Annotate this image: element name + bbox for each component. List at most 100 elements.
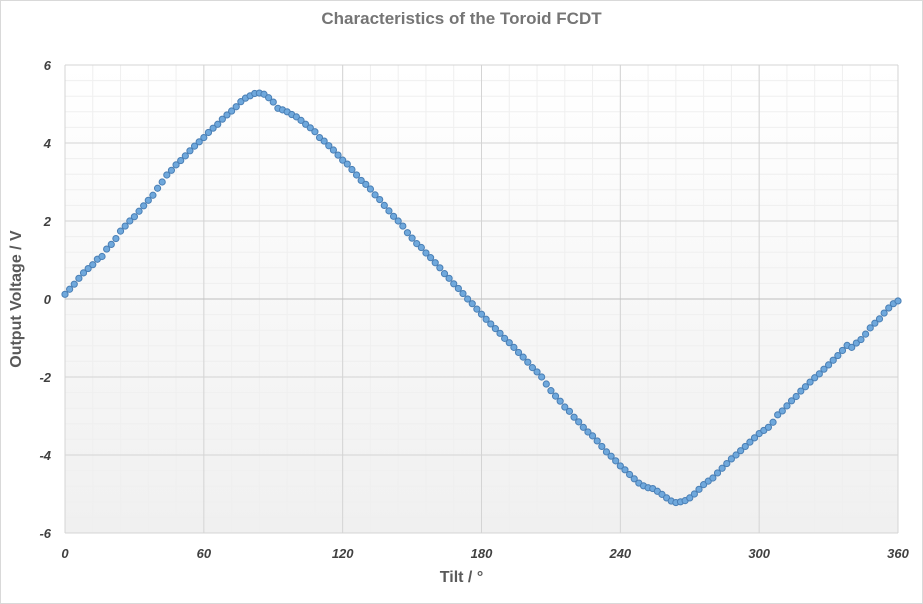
x-tick-labels: 0 60 120 180 240 300 360 <box>61 546 909 561</box>
data-point <box>746 438 754 446</box>
data-point <box>320 137 328 145</box>
data-point <box>820 365 828 373</box>
data-point <box>163 171 171 179</box>
data-point <box>561 403 569 411</box>
data-point <box>181 152 189 160</box>
data-point <box>450 280 458 288</box>
data-point <box>269 98 277 106</box>
data-point <box>376 195 384 204</box>
data-point <box>362 180 370 188</box>
y-tick-label: 2 <box>43 214 52 229</box>
data-point <box>811 374 819 382</box>
y-tick-label: 4 <box>43 136 52 151</box>
data-point <box>602 448 611 456</box>
data-point <box>862 330 870 338</box>
data-point <box>297 116 305 124</box>
data-point <box>292 113 300 121</box>
x-tick-label: 60 <box>197 546 212 561</box>
data-point <box>524 358 532 366</box>
data-point <box>852 339 860 347</box>
data-point <box>260 90 268 98</box>
data-point <box>121 222 129 230</box>
data-point <box>413 240 421 248</box>
data-point <box>116 227 125 235</box>
y-tick-label: -4 <box>39 448 51 463</box>
data-point <box>200 133 208 142</box>
data-point <box>302 120 310 128</box>
y-tick-label: 6 <box>44 58 52 73</box>
data-point <box>61 290 69 298</box>
data-point <box>491 325 499 333</box>
data-point <box>588 432 597 440</box>
data-point <box>371 191 379 199</box>
data-point <box>501 334 509 342</box>
data-point <box>209 124 217 132</box>
data-point <box>542 380 550 388</box>
data-point <box>797 387 805 395</box>
data-point <box>732 451 740 459</box>
data-point <box>468 300 476 308</box>
data-point <box>130 213 139 221</box>
data-point <box>866 324 874 332</box>
data-point <box>829 356 837 364</box>
data-point <box>228 107 236 115</box>
data-point <box>737 447 745 455</box>
data-point <box>630 475 638 483</box>
data-point <box>440 270 449 278</box>
data-point <box>686 494 694 502</box>
data-point <box>477 310 486 318</box>
data-point <box>232 103 240 111</box>
data-point <box>431 259 439 267</box>
data-point <box>514 348 523 357</box>
data-point <box>880 309 888 317</box>
data-point <box>690 490 698 498</box>
data-point <box>422 249 430 257</box>
y-tick-label: -6 <box>39 526 51 541</box>
data-point <box>741 442 749 451</box>
data-point <box>547 387 555 395</box>
data-point <box>394 217 402 225</box>
data-point <box>385 207 393 215</box>
data-point <box>103 245 111 253</box>
data-point <box>551 392 560 400</box>
data-point <box>764 423 773 431</box>
data-point <box>403 229 412 237</box>
data-point <box>519 353 527 361</box>
data-point <box>107 240 115 248</box>
data-point <box>700 481 708 489</box>
x-tick-label: 240 <box>608 546 631 561</box>
data-point <box>658 490 666 498</box>
data-point <box>838 346 847 355</box>
data-point <box>787 397 796 405</box>
data-point <box>343 160 351 168</box>
data-point <box>454 284 462 293</box>
data-point <box>84 264 92 273</box>
data-point <box>204 128 213 137</box>
data-point <box>565 407 574 415</box>
data-point <box>311 128 319 136</box>
data-point <box>214 120 222 128</box>
data-point <box>144 196 152 204</box>
x-tick-label: 180 <box>471 546 493 561</box>
data-point <box>783 402 791 410</box>
data-point <box>218 115 226 123</box>
data-point <box>149 191 157 199</box>
data-point <box>528 364 537 372</box>
data-point <box>464 295 472 303</box>
data-point <box>357 176 365 185</box>
data-point <box>186 147 194 155</box>
data-point <box>885 304 893 312</box>
data-point <box>769 418 777 426</box>
data-point <box>774 411 782 419</box>
data-point <box>727 455 736 463</box>
data-point <box>135 207 143 215</box>
data-point <box>778 407 786 415</box>
data-point <box>126 217 134 225</box>
data-point <box>871 319 879 327</box>
x-tick-label: 300 <box>748 546 770 561</box>
data-point <box>824 361 833 369</box>
data-point <box>510 343 518 351</box>
data-point <box>158 178 166 186</box>
data-point <box>556 397 564 405</box>
data-point <box>237 98 245 106</box>
